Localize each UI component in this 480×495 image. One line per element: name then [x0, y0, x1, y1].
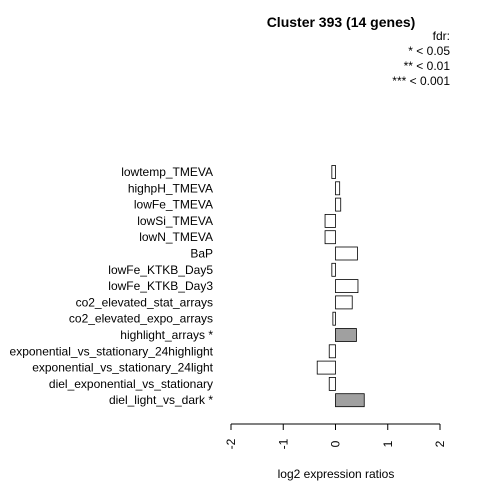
legend-entry-2: ** < 0.01 [404, 59, 451, 73]
bar [324, 230, 336, 245]
x-tick-label: 0 [329, 440, 343, 447]
bar [335, 393, 365, 408]
bar [332, 311, 336, 326]
category-label: exponential_vs_stationary_24light [32, 361, 213, 375]
bar [335, 197, 342, 212]
legend-entry-3: *** < 0.001 [392, 74, 450, 88]
bar [328, 344, 336, 359]
bar [324, 213, 336, 228]
bar [316, 360, 336, 375]
x-axis-label: log2 expression ratios [278, 467, 395, 481]
chart-title: Cluster 393 (14 genes) [267, 14, 416, 30]
category-label: lowSi_TMEVA [137, 214, 213, 228]
category-label: exponential_vs_stationary_24highlight [10, 344, 214, 358]
bar [331, 165, 336, 179]
bar [331, 262, 336, 277]
bar [335, 181, 341, 196]
x-tick-label: 1 [381, 440, 395, 447]
category-label: lowFe_KTKB_Day3 [108, 279, 213, 293]
category-label: lowtemp_TMEVA [121, 165, 213, 179]
bar [335, 246, 358, 261]
category-label: co2_elevated_expo_arrays [69, 312, 213, 326]
x-tick-label: -2 [224, 438, 238, 449]
category-label: diel_exponential_vs_stationary [49, 377, 213, 391]
legend-title: fdr: [433, 29, 450, 43]
category-label: BaP [190, 247, 213, 261]
category-label: co2_elevated_stat_arrays [76, 295, 213, 309]
x-tick-label: -1 [276, 438, 290, 449]
category-label: lowFe_KTKB_Day5 [108, 263, 213, 277]
bar [335, 328, 357, 342]
x-tick-label: 2 [433, 440, 447, 447]
bar [335, 279, 359, 294]
category-label: highlight_arrays * [120, 328, 213, 342]
category-label: highpH_TMEVA [128, 181, 213, 195]
bar [335, 295, 353, 310]
category-label: lowFe_TMEVA [134, 198, 213, 212]
plot-area: lowtemp_TMEVA highpH_TMEVA lowFe_TMEVA lowS… [10, 165, 447, 449]
category-label: diel_light_vs_dark * [109, 393, 213, 407]
bar [328, 376, 336, 391]
legend-entry-1: * < 0.05 [408, 44, 450, 58]
legend: fdr: * < 0.05 ** < 0.01 *** < 0.001 [392, 29, 450, 88]
category-label: lowN_TMEVA [139, 230, 213, 244]
